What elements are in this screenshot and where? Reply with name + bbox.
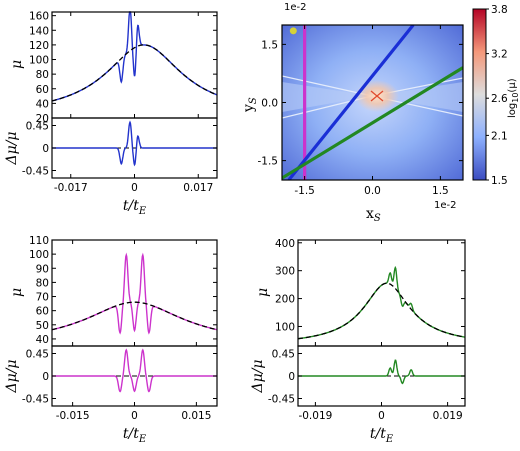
xtick-label: 0.019 <box>433 410 463 422</box>
resid-ytick-label: -0.45 <box>268 394 295 406</box>
xlabel: t/tE <box>370 426 394 445</box>
map-ylabel: yS <box>241 97 259 113</box>
ylabel: μ <box>255 288 271 297</box>
map-xscale-label: 1e-2 <box>434 200 457 211</box>
ytick-label: 120 <box>29 40 49 52</box>
trajectory-line <box>282 66 463 180</box>
colorbar-tick-label: 2.6 <box>491 93 508 105</box>
panel-bottom-left: 40 50 60 70 80 90 100 110 -0.45 0 0.45 -0.015 0 0.015… <box>4 235 218 445</box>
ytick-label: 40 <box>36 98 49 110</box>
ytick-label: 40 <box>36 334 49 346</box>
ytick-label: 100 <box>29 55 49 67</box>
resid-ytick-label: 0.45 <box>272 349 295 361</box>
resid-ytick-label: 0.45 <box>26 349 49 361</box>
ytick-label: 100 <box>275 321 295 333</box>
xtick-label: -0.015 <box>56 410 90 422</box>
panel-top-left: 20 40 60 80 100 120 140 160 -0.45 0 0.45 -0.017 0 0.0… <box>4 11 218 217</box>
map-ytick-label: 0.0 <box>261 98 278 110</box>
ytick-label: 60 <box>36 84 49 96</box>
ytick-label: 60 <box>36 306 49 318</box>
ytick-label: 50 <box>36 320 49 332</box>
ytick-label: 100 <box>29 249 49 261</box>
xtick-label: -0.019 <box>298 410 332 422</box>
xtick-label: 0 <box>378 410 385 422</box>
ytick-label: 20 <box>36 113 49 125</box>
resid-ytick-label: 0 <box>42 143 49 155</box>
xtick-label: 0 <box>131 182 138 194</box>
lightcurve-data <box>51 252 218 335</box>
map-ytick-label: -1.5 <box>258 156 279 168</box>
ytick-label: 90 <box>36 263 49 275</box>
residual-curve <box>52 348 217 393</box>
xtick-label: 0.015 <box>181 410 211 422</box>
trajectory-line <box>287 25 415 180</box>
main-frame <box>51 11 218 119</box>
ytick-label: 140 <box>29 25 49 37</box>
caustic-band <box>282 82 463 112</box>
ylabel: μ <box>9 288 25 297</box>
lightcurve-data <box>51 11 218 102</box>
ytick-label: 80 <box>36 277 49 289</box>
ytick-label: 160 <box>29 11 49 23</box>
source-marker <box>289 27 297 35</box>
xtick-label: 0.017 <box>183 182 213 194</box>
ytick-label: 300 <box>275 266 295 278</box>
caustic-core <box>370 90 384 102</box>
resid-ytick-label: -0.45 <box>22 394 49 406</box>
map-xtick-label: 0.0 <box>364 185 381 197</box>
colorbar-tick-label: 1.5 <box>491 175 508 187</box>
panel-bottom-right: 100 200 300 400 -0.45 0 0.45 -0.019 0 0.019 μ Δμ/μ t… <box>250 238 466 445</box>
ytick-label: 110 <box>29 235 49 247</box>
residual-curve <box>52 120 217 167</box>
map-xtick-label: 1.5 <box>432 185 449 197</box>
xlabel: t/tE <box>123 426 147 445</box>
lightcurve-model <box>297 282 465 340</box>
ytick-label: 400 <box>275 238 295 250</box>
colorbar-tick-label: 3.2 <box>491 49 508 61</box>
residual-curve <box>298 359 465 385</box>
lightcurve-model <box>51 301 218 331</box>
resid-ytick-label: -0.45 <box>22 166 49 178</box>
panel-map: -1.5 0.0 1.5 -1.5 0.0 1.5 1e-2 1e-2 xS yS 1.5… <box>241 2 520 224</box>
resid-ylabel: Δμ/μ <box>4 131 20 165</box>
resid-ytick-label: 0 <box>42 371 49 383</box>
map-xtick-label: -1.5 <box>294 185 315 197</box>
ytick-label: 200 <box>275 294 295 306</box>
lightcurve-model <box>51 44 218 102</box>
xtick-label: 0 <box>131 410 138 422</box>
colorbar-tick-label: 2.1 <box>491 130 508 142</box>
colorbar-tick-label: 3.8 <box>491 4 508 16</box>
ylabel: μ <box>9 60 25 69</box>
ytick-label: 80 <box>36 69 49 81</box>
map-xlabel: xS <box>366 206 381 224</box>
lightcurve-data <box>297 265 465 340</box>
map-ytick-label: 1.5 <box>261 39 278 51</box>
resid-ylabel: Δμ/μ <box>250 359 266 393</box>
xtick-label: -0.017 <box>54 182 88 194</box>
resid-ylabel: Δμ/μ <box>4 359 20 393</box>
colorbar-label: log10(μ) <box>507 78 520 118</box>
ytick-label: 70 <box>36 292 49 304</box>
xlabel: t/tE <box>123 198 147 217</box>
resid-ytick-label: 0 <box>288 371 295 383</box>
map-yscale-label: 1e-2 <box>284 2 307 13</box>
colorbar <box>472 8 487 181</box>
resid-ytick-label: 0.45 <box>26 121 49 133</box>
